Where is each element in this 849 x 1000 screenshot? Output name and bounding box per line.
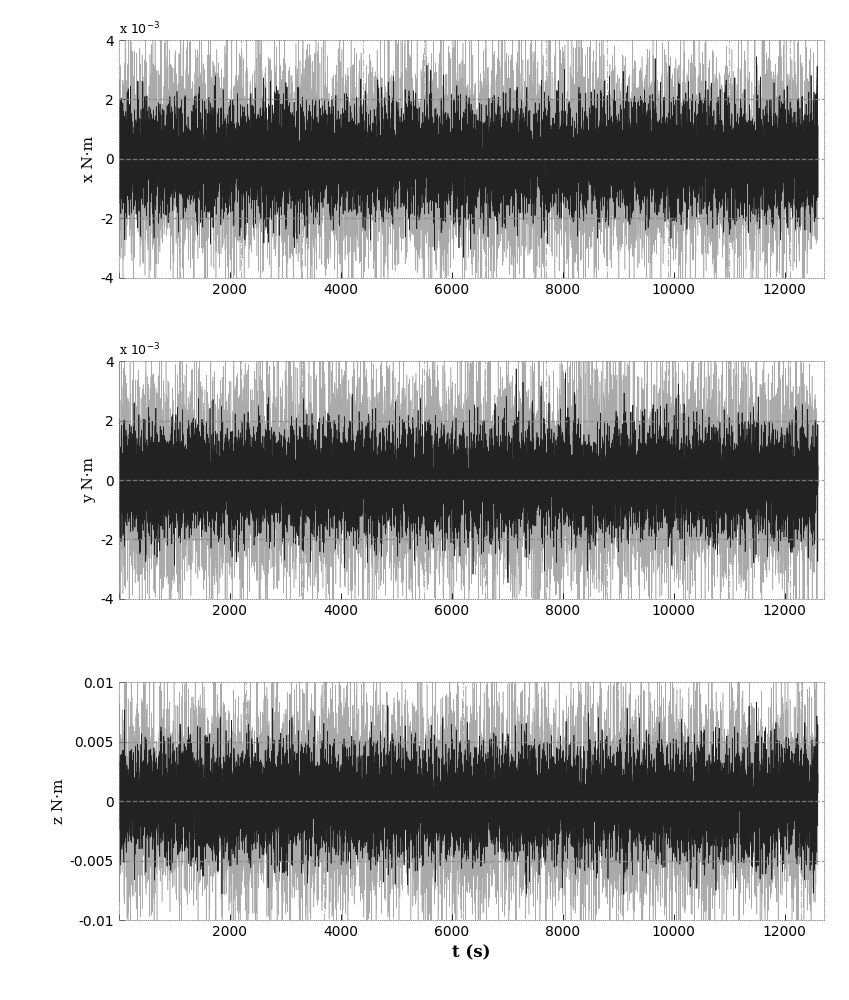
Y-axis label: z N·m: z N·m (52, 778, 65, 824)
Text: x $10^{-3}$: x $10^{-3}$ (119, 21, 160, 38)
Text: x $10^{-3}$: x $10^{-3}$ (119, 342, 160, 359)
Y-axis label: x N·m: x N·m (82, 136, 96, 182)
Y-axis label: y N·m: y N·m (82, 457, 96, 503)
X-axis label: t (s): t (s) (452, 944, 491, 961)
